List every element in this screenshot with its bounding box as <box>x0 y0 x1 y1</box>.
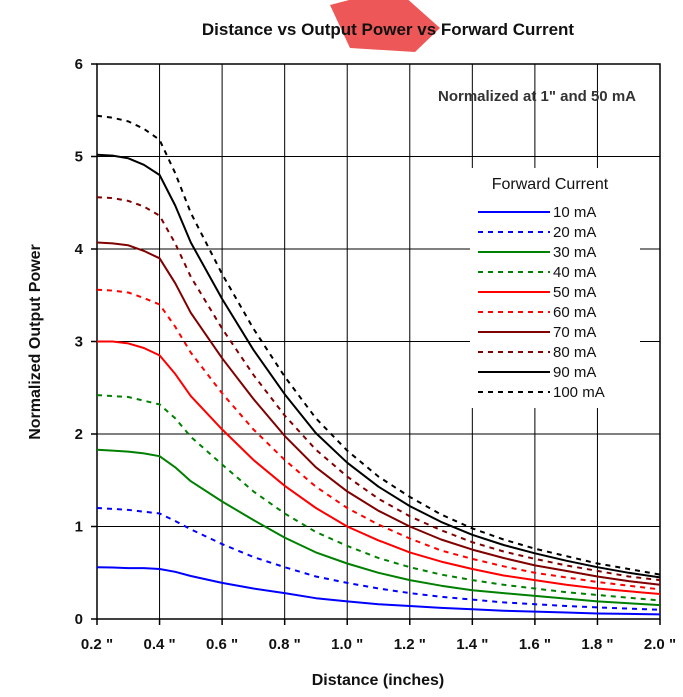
normalization-note: Normalized at 1" and 50 mA <box>438 88 636 105</box>
x-tick-label: 1.4 " <box>456 636 488 653</box>
legend-label: 50 mA <box>553 284 596 301</box>
x-axis-ticks: 0.2 " 0.4 " 0.6 " 0.8 " 1.0 " 1.2 " 1.4 " 1.6 "… <box>81 619 676 653</box>
y-tick-label: 6 <box>75 56 83 73</box>
x-tick-label: 1.6 " <box>519 636 551 653</box>
series-lines <box>96 114 661 616</box>
watermark <box>330 0 440 52</box>
legend-label: 10 mA <box>553 204 596 221</box>
x-axis-title: Distance (inches) <box>312 672 444 689</box>
y-tick-label: 1 <box>75 519 83 536</box>
series-line-40-ma <box>96 394 661 602</box>
x-tick-label: 0.8 " <box>269 636 301 653</box>
legend-label: 70 mA <box>553 324 596 341</box>
chart-title: Distance vs Output Power vs Forward Curr… <box>202 20 575 39</box>
y-tick-label: 5 <box>75 149 83 166</box>
series-line-20-ma <box>96 507 661 611</box>
x-tick-label: 0.6 " <box>206 636 238 653</box>
legend-label: 100 mA <box>553 384 605 401</box>
legend-label: 20 mA <box>553 224 596 241</box>
x-tick-label: 1.0 " <box>331 636 363 653</box>
x-tick-label: 1.2 " <box>394 636 426 653</box>
legend-label: 80 mA <box>553 344 596 361</box>
series-line-100-ma <box>96 114 661 576</box>
y-tick-label: 0 <box>75 611 83 628</box>
legend-label: 40 mA <box>553 264 596 281</box>
legend-title: Forward Current <box>492 176 609 193</box>
legend-label: 30 mA <box>553 244 596 261</box>
series-line-70-ma <box>96 241 661 586</box>
y-tick-label: 3 <box>75 334 83 351</box>
series-line-30-ma <box>96 448 661 607</box>
legend-label: 60 mA <box>553 304 596 321</box>
x-tick-label: 2.0 " <box>644 636 676 653</box>
series-line-10-ma <box>96 566 661 616</box>
legend-label: 90 mA <box>553 364 596 381</box>
legend-background <box>470 168 640 408</box>
y-axis-title: Normalized Output Power <box>27 244 44 440</box>
series-line-90-ma <box>96 153 661 579</box>
y-tick-label: 4 <box>75 241 84 258</box>
x-tick-label: 0.4 " <box>143 636 175 653</box>
series-line-50-ma <box>97 340 661 595</box>
x-tick-label: 0.2 " <box>81 636 113 653</box>
y-axis-ticks: 0 1 2 3 4 5 6 <box>75 56 97 628</box>
y-tick-label: 2 <box>75 426 83 443</box>
x-tick-label: 1.8 " <box>581 636 613 653</box>
legend: Forward Current 10 mA 20 mA 30 mA 40 mA 50 mA… <box>478 176 609 401</box>
series-line-80-ma <box>96 196 661 582</box>
